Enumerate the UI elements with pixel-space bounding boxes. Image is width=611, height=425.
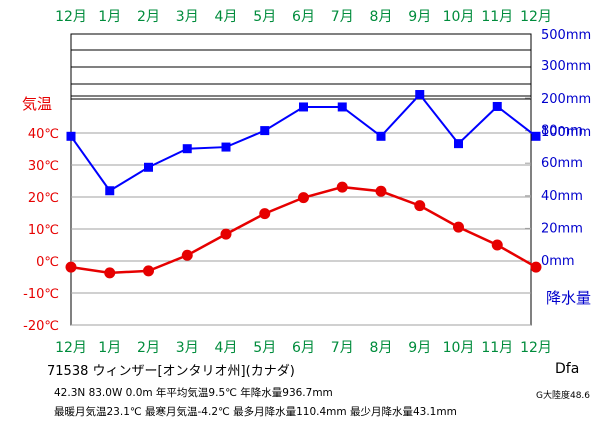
precipitation-point — [260, 126, 270, 136]
month-label-bottom: 9月 — [408, 340, 431, 356]
precipitation-point — [492, 101, 502, 111]
temperature-point — [336, 181, 348, 193]
month-label-bottom: 10月 — [443, 340, 475, 356]
continentality-index: G大陸度48.6 — [536, 391, 591, 401]
temperature-series — [65, 181, 542, 279]
month-label-top: 3月 — [176, 9, 199, 25]
temperature-point — [414, 200, 426, 212]
month-label-bottom: 5月 — [253, 340, 276, 356]
precip-tick-label: 40mm — [541, 189, 583, 204]
temperature-tick-label: -10℃ — [23, 287, 59, 302]
precipitation-point — [299, 102, 308, 112]
month-label-top: 8月 — [370, 9, 393, 25]
precip-tick-label: 20mm — [541, 221, 583, 236]
month-label-bottom: 4月 — [215, 340, 238, 356]
station-name: 71538 ウィンザー[オンタリオ州](カナダ) — [47, 364, 295, 379]
temperature-point — [104, 267, 116, 279]
precip-tick-label: 500mm — [541, 28, 591, 43]
temperature-tick-label: 10℃ — [28, 223, 59, 238]
precip-tick-label: 80mm — [541, 124, 583, 139]
precipitation-series — [66, 90, 541, 196]
temperature-point — [491, 239, 503, 251]
temperature-point — [181, 249, 193, 261]
temperature-point — [375, 185, 387, 197]
precipitation-point — [415, 90, 425, 100]
month-label-bottom: 6月 — [292, 340, 315, 356]
precipitation-point — [376, 131, 386, 141]
month-label-top: 2月 — [137, 9, 160, 25]
plot-border — [70, 33, 532, 326]
station-coordinates-summary: 42.3N 83.0W 0.0m 年平均気温9.5℃ 年降水量936.7mm — [54, 387, 333, 399]
precip-tick-label: 200mm — [541, 92, 591, 107]
chart-axis-labels: 12月 1月 2月 3月 4月 5月 6月 7月 8月 9月 10月 11月 12月 12月 1月 2月 3月 4… — [22, 9, 591, 356]
month-label-top: 9月 — [408, 9, 431, 25]
temperature-axis-title: 気温 — [22, 95, 52, 113]
precip-tick-label: 0mm — [541, 254, 575, 269]
month-label-top: 12月 — [55, 9, 87, 25]
month-label-bottom: 3月 — [176, 340, 199, 356]
month-label-top: 10月 — [443, 9, 475, 25]
temperature-tick-label: 40℃ — [28, 127, 59, 142]
month-label-top: 4月 — [215, 9, 238, 25]
precipitation-point — [454, 139, 463, 149]
temperature-point — [453, 221, 464, 233]
chart-grid — [70, 33, 532, 326]
precip-tick-label: 60mm — [541, 156, 583, 171]
precip-tick-label: 300mm — [541, 59, 591, 74]
precipitation-point — [182, 144, 192, 154]
temperature-tick-label: 20℃ — [28, 191, 59, 206]
precip-tick-label: 100mm — [541, 125, 591, 140]
month-label-bottom: 11月 — [481, 340, 513, 356]
month-label-top: 7月 — [331, 9, 354, 25]
month-label-bottom: 1月 — [98, 340, 121, 356]
precipitation-point — [221, 142, 231, 152]
temperature-point — [143, 265, 154, 277]
month-label-bottom: 7月 — [331, 340, 354, 356]
temperature-point — [298, 192, 309, 204]
month-label-top: 6月 — [292, 9, 315, 25]
temperature-point — [530, 261, 542, 273]
temperature-tick-label: 0℃ — [36, 255, 59, 270]
temperature-tick-label: 30℃ — [28, 159, 59, 174]
temperature-point — [259, 208, 271, 220]
month-label-bottom: 2月 — [137, 340, 160, 356]
precipitation-point — [105, 186, 115, 196]
precipitation-point — [66, 131, 76, 141]
precipitation-point — [531, 131, 541, 141]
precipitation-point — [337, 102, 347, 112]
temperature-tick-label: -20℃ — [23, 319, 59, 334]
month-label-top: 1月 — [98, 9, 121, 25]
month-label-bottom: 8月 — [370, 340, 393, 356]
temperature-point — [220, 228, 232, 240]
precipitation-point — [144, 162, 153, 172]
precipitation-axis-title: 降水量 — [546, 289, 591, 307]
temperature-point — [65, 261, 77, 273]
month-label-top: 11月 — [481, 9, 513, 25]
month-label-bottom: 12月 — [520, 340, 552, 356]
month-label-top: 12月 — [520, 9, 552, 25]
month-label-top: 5月 — [253, 9, 276, 25]
month-label-bottom: 12月 — [55, 340, 87, 356]
monthly-extremes-summary: 最暖月気温23.1℃ 最寒月気温-4.2℃ 最多月降水量110.4mm 最少月降… — [54, 406, 457, 418]
climate-classification: Dfa — [555, 361, 580, 377]
